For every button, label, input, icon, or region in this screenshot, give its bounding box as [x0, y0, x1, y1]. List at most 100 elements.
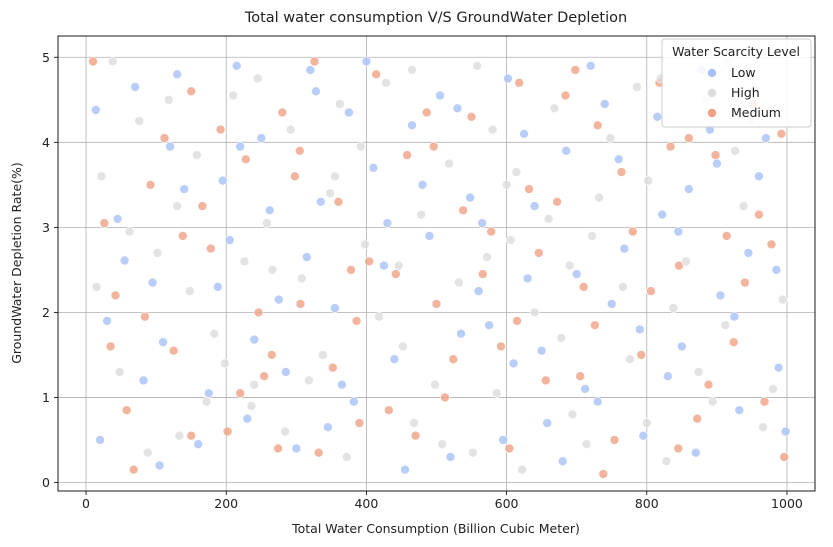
data-point-medium [197, 201, 208, 211]
data-point-medium [186, 86, 196, 97]
data-point-high [172, 201, 182, 211]
data-point-high [318, 350, 328, 360]
data-point-high [114, 367, 125, 377]
data-point-low [743, 248, 754, 258]
data-point-high [730, 146, 740, 156]
data-point-low [256, 133, 267, 143]
data-point-medium [496, 341, 506, 352]
y-tick-label: 0 [42, 475, 50, 490]
data-point-low [337, 379, 347, 390]
data-point-medium [428, 141, 439, 152]
data-point-low [193, 439, 203, 450]
data-point-low [379, 260, 389, 271]
legend-marker-medium [707, 108, 717, 118]
data-point-high [643, 175, 654, 186]
data-point-high [355, 141, 366, 152]
data-point-high [758, 422, 768, 433]
data-point-medium [766, 239, 777, 250]
series-low [91, 56, 791, 475]
data-point-low [619, 243, 630, 254]
data-point-low [519, 129, 529, 139]
data-point-low [606, 299, 617, 309]
x-tick-label: 0 [82, 496, 90, 511]
data-point-high [124, 226, 135, 237]
data-point-low [435, 90, 445, 101]
data-point-high [152, 248, 163, 258]
data-point-high [693, 367, 704, 377]
data-point-high [163, 95, 174, 105]
data-point-medium [692, 413, 703, 424]
data-point-medium [178, 231, 188, 241]
data-point-low [138, 375, 149, 386]
series-medium [88, 56, 790, 479]
data-point-low [95, 435, 105, 445]
data-point-medium [313, 447, 324, 458]
data-point-medium [512, 316, 522, 326]
data-point-low [301, 252, 312, 262]
data-point-medium [351, 316, 362, 326]
data-point-low [91, 105, 101, 115]
legend-box [661, 38, 812, 128]
data-point-low [165, 141, 175, 152]
data-point-medium [364, 256, 375, 267]
data-point-low [773, 362, 784, 373]
data-point-medium [277, 107, 288, 118]
data-point-low [729, 311, 740, 322]
data-point-high [360, 239, 370, 250]
data-point-medium [206, 243, 216, 254]
data-point-low [417, 180, 428, 190]
data-point-low [147, 277, 158, 288]
legend-label-low: Low [731, 65, 756, 80]
data-point-low [585, 61, 596, 71]
data-point-medium [110, 290, 121, 301]
data-point-high [407, 65, 417, 75]
data-point-low [389, 354, 400, 365]
data-point-high [454, 277, 464, 288]
y-tick-label: 5 [42, 50, 50, 65]
data-point-low [503, 73, 513, 84]
y-tick-label: 3 [42, 220, 50, 235]
data-point-medium [431, 299, 442, 309]
data-point-low [264, 205, 275, 216]
data-point-medium [105, 341, 116, 352]
data-point-low [542, 418, 553, 428]
data-point-high [134, 116, 145, 126]
data-point-medium [524, 184, 534, 194]
data-point-low [580, 384, 590, 394]
data-point-high [487, 124, 498, 135]
data-point-medium [88, 56, 98, 67]
data-point-high [334, 99, 345, 109]
data-point-medium [241, 154, 251, 165]
data-point-low [154, 460, 165, 471]
data-point-medium [466, 112, 477, 122]
data-point-high [297, 273, 307, 284]
data-point-medium [779, 452, 790, 462]
x-axis-label: Total Water Consumption (Billion Cubic M… [291, 521, 580, 536]
data-point-medium [627, 226, 638, 237]
data-point-low [734, 405, 745, 416]
data-point-medium [354, 418, 365, 428]
data-point-medium [665, 141, 676, 152]
data-point-low [676, 341, 687, 352]
data-point-high [381, 78, 391, 88]
data-point-medium [674, 260, 684, 271]
data-point-high [341, 452, 352, 462]
data-point-high [511, 167, 522, 177]
data-point-medium [683, 133, 694, 143]
data-point-low [242, 413, 253, 424]
data-point-high [91, 282, 102, 292]
data-point-high [501, 180, 512, 190]
y-axis-ticks: 0 1 2 3 4 5 [42, 50, 58, 490]
x-tick-label: 200 [214, 496, 238, 511]
data-point-medium [721, 231, 732, 241]
data-point-low [522, 273, 533, 284]
data-point-high [201, 396, 212, 407]
data-point-high [777, 294, 788, 305]
data-point-medium [140, 311, 150, 322]
data-point-medium [673, 443, 684, 454]
data-point-low [344, 107, 354, 118]
data-point-high [720, 320, 731, 331]
data-point-medium [402, 150, 412, 160]
data-point-low [712, 158, 722, 169]
data-point-low [158, 337, 168, 348]
